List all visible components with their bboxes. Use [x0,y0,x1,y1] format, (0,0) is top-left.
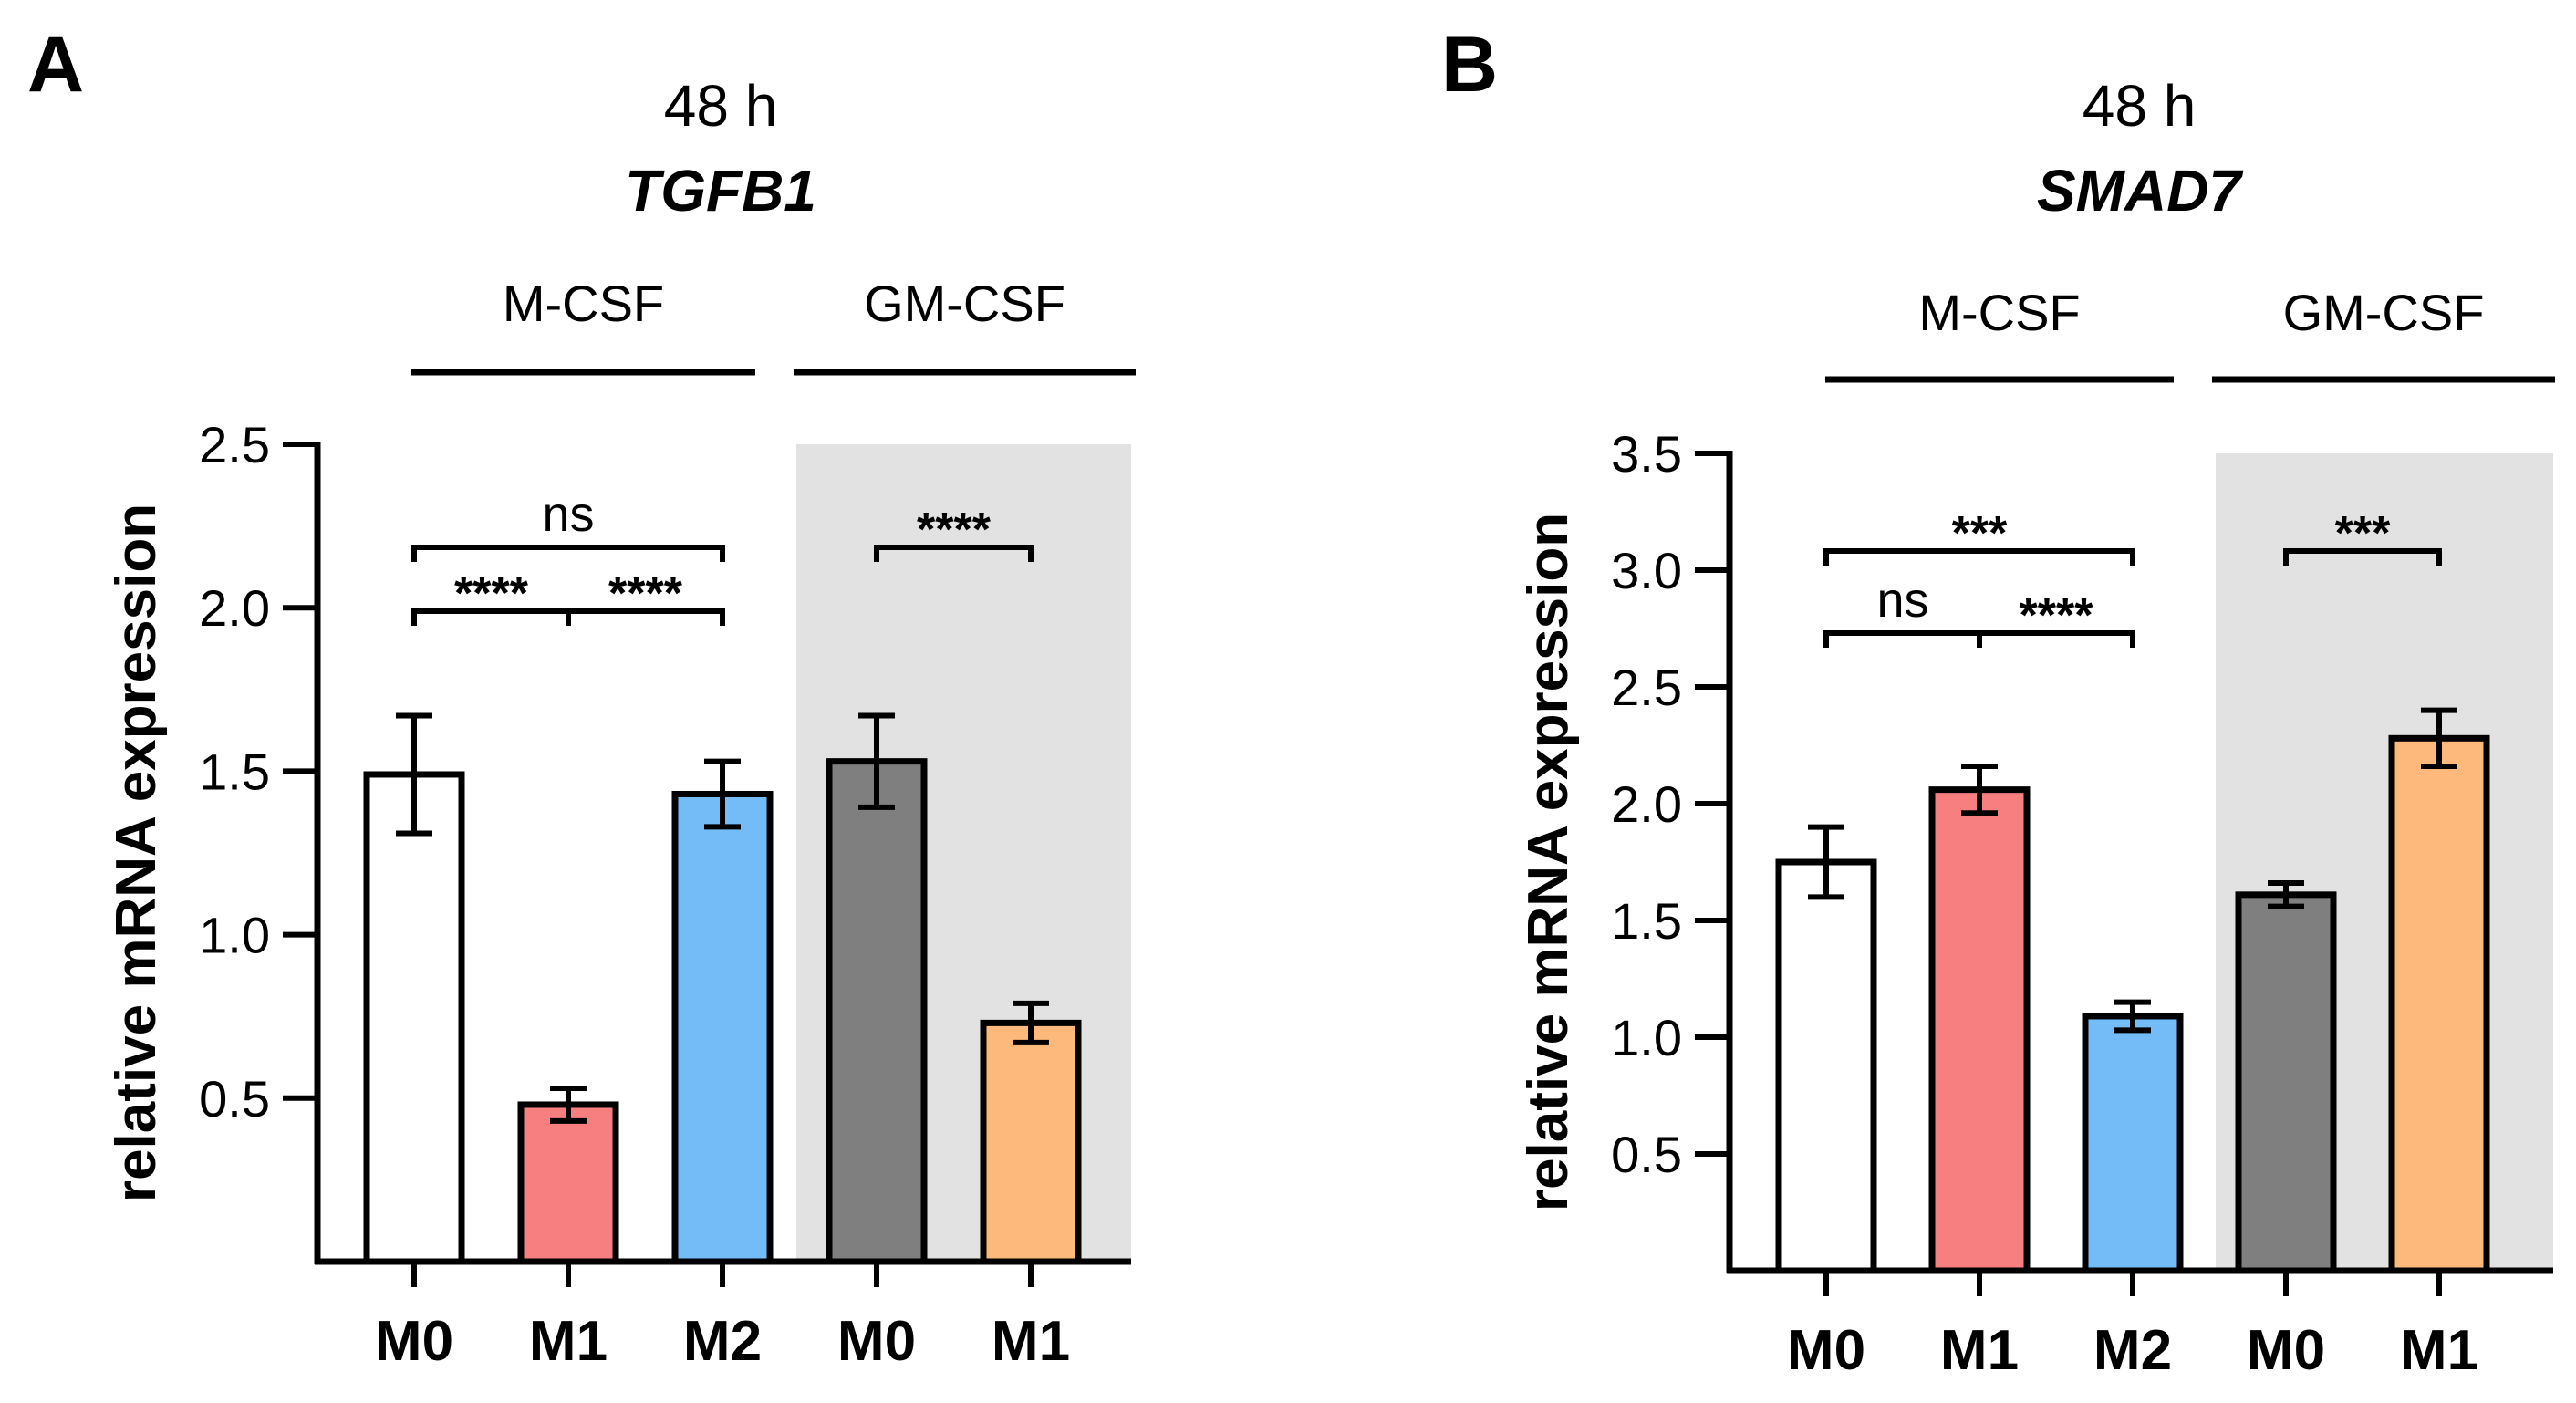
significance-label: *** [1952,507,2008,560]
x-tick-label: M0 [837,1310,916,1373]
x-tick-label: M1 [529,1310,608,1373]
y-tick-label: 1.0 [199,907,270,964]
x-tick-label: M2 [683,1310,762,1373]
significance-label: **** [608,567,683,620]
group-label: M-CSF [503,275,664,332]
x-tick-label: M2 [2093,1319,2172,1382]
panel-letter: A [27,21,85,109]
y-tick-label: 2.5 [199,416,270,473]
x-tick-label: M1 [1940,1319,2019,1382]
significance-bracket [1823,630,1982,648]
significance-bracket [1977,630,2135,648]
significance-label: **** [2020,589,2094,642]
significance-label: ns [542,487,594,542]
group-label: GM-CSF [864,275,1065,332]
significance-label: **** [454,567,529,620]
significance-bracket [411,545,725,562]
significance-bracket [874,545,1034,562]
panel-b: B 48 h SMAD7 M-CSF GM-CSF 0.5 1.0 1.5 2.0 2.5 3… [1423,0,2576,1403]
y-tick-label: 2.5 [1611,659,1682,716]
y-tick-label: 2.0 [1611,775,1682,833]
bar [517,1101,619,1265]
bar [363,771,465,1265]
y-tick-label: 3.5 [1611,425,1682,483]
y-axis-label: relative mRNA expression [1517,513,1580,1211]
y-axis-label: relative mRNA expression [105,504,168,1202]
significance-label: **** [917,504,992,556]
chart-title-gene: SMAD7 [2036,158,2242,223]
bar-chart: M-CSF GM-CSF 0.5 1.0 1.5 2.0 2.5 3.0 3.5 M0 M1 M2 M0… [1517,284,2555,1382]
x-tick-label: M0 [375,1310,453,1373]
y-tick-label: 3.0 [1611,542,1682,599]
y-tick-label: 0.5 [1611,1126,1682,1183]
chart-title-time: 48 h [663,73,778,139]
y-tick-label: 0.5 [199,1070,270,1128]
bar [671,790,774,1265]
bar-chart: M-CSF GM-CSF 0.5 1.0 1.5 2.0 2.5 M0 M1 M2 M0 M1 rela… [105,275,1136,1373]
y-tick-label: 2.0 [199,579,270,637]
chart-title-gene: TGFB1 [625,158,816,223]
bar [2082,1013,2184,1274]
y-tick-label: 1.5 [199,743,270,800]
significance-label: *** [2335,507,2391,560]
y-tick-label: 1.5 [1611,892,1682,950]
significance-bracket [1823,548,2135,566]
bar [980,1019,1082,1265]
y-tick-label: 1.0 [1611,1009,1682,1066]
bar [826,758,928,1265]
x-tick-label: M1 [2400,1319,2478,1382]
significance-bracket [2283,548,2442,566]
bar [2235,891,2337,1274]
panel-letter: B [1441,21,1499,109]
panel-a: A 48 h TGFB1 M-CSF GM-CSF 0.5 1.0 1.5 2.0 2.5 M… [27,21,1136,1373]
x-tick-label: M1 [992,1310,1070,1373]
bar [2388,734,2490,1274]
x-tick-label: M0 [2247,1319,2325,1382]
bar [1928,786,2031,1274]
bar [1775,858,1877,1274]
group-label: M-CSF [1918,284,2080,341]
significance-bracket [566,608,725,626]
x-tick-label: M0 [1787,1319,1865,1382]
significance-label: ns [1876,573,1928,628]
chart-title-time: 48 h [2082,73,2197,139]
group-label: GM-CSF [2283,284,2485,341]
